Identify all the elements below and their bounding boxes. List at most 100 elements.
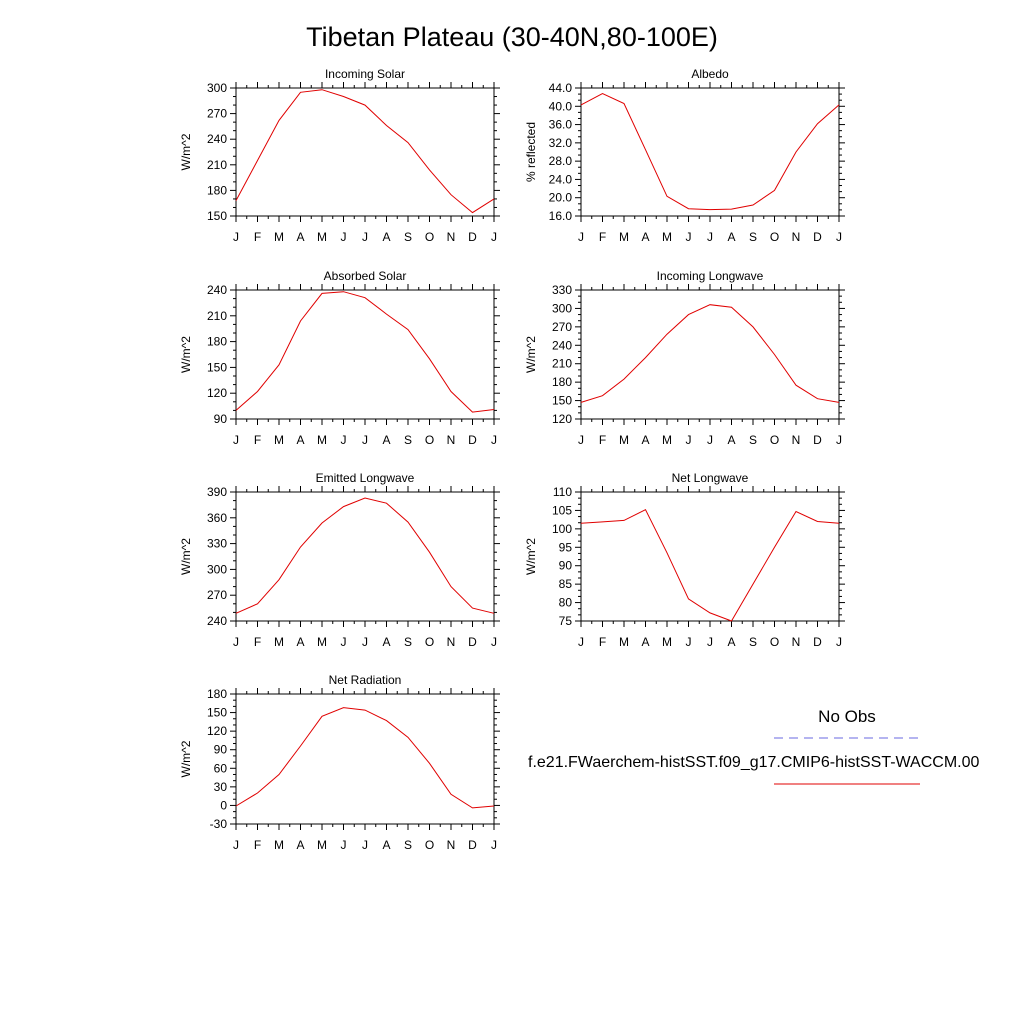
plot-frame [235,491,495,622]
plot-frame [580,491,840,622]
y-tick-label: 90 [214,412,228,426]
y-tick-label: 30 [214,780,228,794]
x-tick-label: S [404,230,412,244]
x-tick-label: J [491,433,497,447]
y-tick-label: 150 [207,209,227,223]
x-tick-label: J [362,838,368,852]
x-tick-label: F [254,433,261,447]
x-tick-label: M [317,635,327,649]
x-tick-label: J [707,433,713,447]
plot-frame [235,87,495,217]
y-tick-label: 40.0 [549,99,573,113]
y-tick-label: 16.0 [549,209,573,223]
series-line [235,89,495,214]
x-tick-label: N [447,635,456,649]
y-tick-label: 60 [214,761,228,775]
panel-incoming-longwave: J F M A M J J A S O N D J120150180210240270300330Inc… [524,269,845,447]
y-axis-label: W/m^2 [179,740,193,777]
x-tick-label: A [641,433,649,447]
x-tick-label: M [274,433,284,447]
y-tick-label: 180 [207,687,227,701]
x-tick-label: J [233,635,239,649]
x-tick-label: J [686,230,692,244]
x-tick-label: M [274,230,284,244]
x-tick-label: M [662,230,672,244]
x-tick-label: J [341,635,347,649]
y-tick-label: 300 [207,81,227,95]
x-tick-label: J [233,230,239,244]
x-tick-label: N [792,433,801,447]
x-tick-label: D [813,230,822,244]
y-tick-label: 95 [559,540,573,554]
x-tick-label: N [792,635,801,649]
x-tick-label: F [254,635,261,649]
y-tick-label: 105 [552,503,572,517]
x-tick-label: J [578,433,584,447]
x-tick-label: D [468,230,477,244]
x-tick-label: J [233,433,239,447]
x-tick-label: J [341,230,347,244]
y-axis-label: W/m^2 [179,538,193,575]
x-tick-label: D [468,433,477,447]
x-tick-label: A [382,230,390,244]
x-tick-label: N [447,838,456,852]
y-tick-label: 120 [207,386,227,400]
y-tick-label: 32.0 [549,136,573,150]
x-tick-label: O [770,230,779,244]
series-line [235,497,495,614]
x-tick-label: J [578,230,584,244]
y-tick-label: 85 [559,577,573,591]
x-tick-label: J [836,635,842,649]
series-line [580,304,840,403]
panel-incoming-solar: J F M A M J J A S O N D J150180210240270300Incoming … [179,67,500,244]
panel-title: Absorbed Solar [324,269,407,283]
x-tick-label: D [813,433,822,447]
x-tick-label: A [641,635,649,649]
y-tick-label: 330 [552,283,572,297]
y-tick-label: 75 [559,614,573,628]
x-tick-label: M [274,838,284,852]
y-axis-label: % reflected [524,122,538,182]
plot-frame [235,693,495,825]
y-tick-label: 100 [552,522,572,536]
x-tick-label: J [578,635,584,649]
y-tick-label: 270 [552,320,572,334]
x-tick-label: A [296,838,304,852]
y-tick-label: 80 [559,596,573,610]
x-tick-label: F [599,230,606,244]
y-axis-label: W/m^2 [524,538,538,575]
y-tick-label: 360 [207,511,227,525]
y-axis-label: W/m^2 [179,336,193,373]
y-tick-label: 180 [207,335,227,349]
y-tick-label: 270 [207,588,227,602]
y-tick-label: 36.0 [549,118,573,132]
y-tick-label: 44.0 [549,81,573,95]
x-tick-label: J [233,838,239,852]
x-tick-label: O [425,433,434,447]
y-tick-label: 28.0 [549,154,573,168]
y-tick-label: 390 [207,485,227,499]
y-tick-label: 150 [207,360,227,374]
x-tick-label: J [362,635,368,649]
y-tick-label: 300 [207,562,227,576]
plot-frame [235,289,495,420]
y-tick-label: 110 [553,485,572,499]
x-tick-label: M [619,230,629,244]
y-tick-label: 210 [207,158,227,172]
y-tick-label: 90 [214,743,228,757]
x-tick-label: J [491,230,497,244]
legend: No Obs f.e21.FWaerchem-histSST.f09_g17.C… [528,707,980,785]
y-tick-label: 180 [207,183,227,197]
series-line [235,707,495,809]
x-tick-label: F [254,838,261,852]
y-tick-label: 150 [552,394,572,408]
x-tick-label: A [296,635,304,649]
y-tick-label: 240 [552,338,572,352]
x-tick-label: A [382,433,390,447]
x-tick-label: A [382,838,390,852]
x-tick-label: J [491,838,497,852]
y-tick-label: -30 [210,817,228,831]
x-tick-label: D [813,635,822,649]
